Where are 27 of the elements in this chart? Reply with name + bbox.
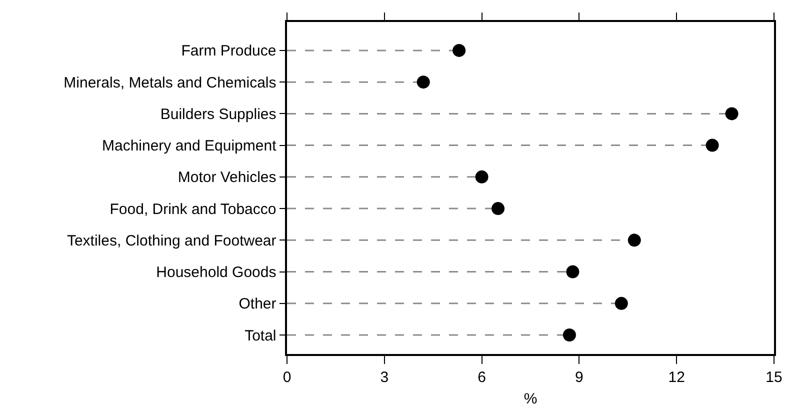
y-tick-label: Motor Vehicles [178, 169, 276, 186]
point [492, 202, 505, 216]
x-tick-label: 6 [478, 368, 486, 386]
y-tick-label: Food, Drink and Tobacco [110, 200, 276, 218]
point [562, 328, 576, 342]
y-tick-label: Textiles, Clothing and Footwear [66, 232, 276, 250]
y-tick-label: Machinery and Equipment [102, 138, 278, 155]
y-tick-label: Builders Supplies [160, 106, 276, 123]
y-tick-label: Minerals, Metals and Chemicals [64, 74, 276, 92]
x-tick-label: 0 [282, 368, 292, 386]
y-tick-label: Farm Produce [181, 42, 276, 60]
x-tick-label: 3 [380, 368, 389, 386]
point [614, 296, 628, 310]
point [452, 44, 466, 57]
point [706, 138, 719, 152]
y-tick-label: Other [238, 296, 276, 313]
point [475, 170, 488, 184]
point [725, 107, 738, 120]
point [566, 265, 580, 278]
point [416, 76, 430, 89]
y-tick-label: Household Goods [156, 264, 276, 282]
x-tick-label: 15 [766, 368, 782, 386]
x-tick-label: 9 [575, 368, 584, 386]
x-tick-label: 12 [668, 368, 685, 386]
y-tick-label: Total [244, 327, 276, 344]
point [628, 234, 641, 247]
x-axis-title: % [524, 390, 538, 408]
